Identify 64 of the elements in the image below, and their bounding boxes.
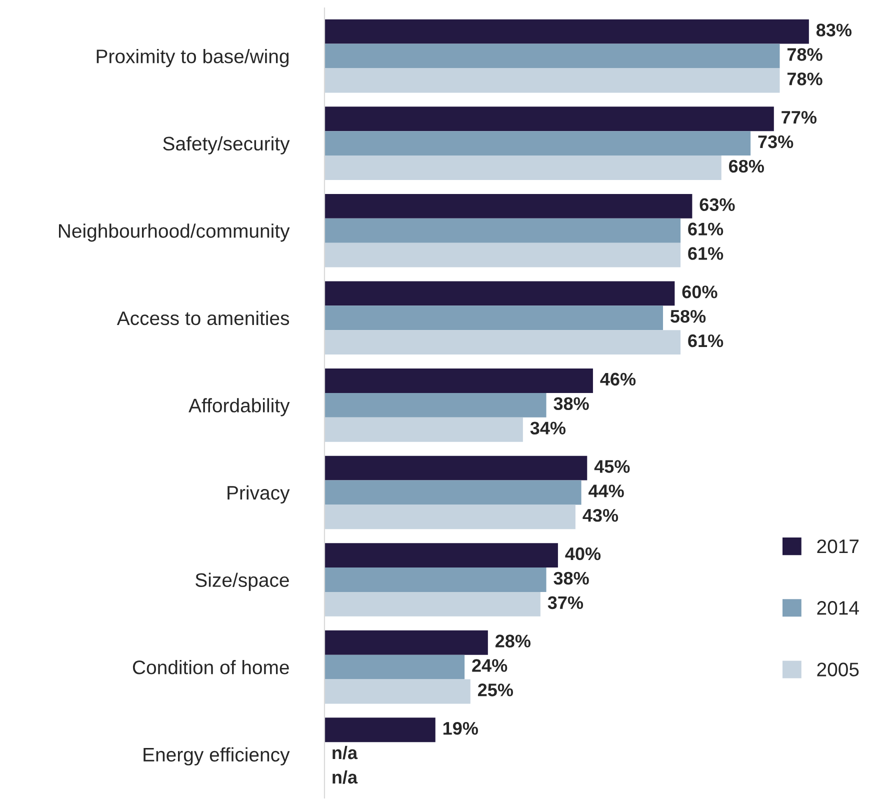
y-tick-label: Condition of home	[132, 660, 289, 674]
bar	[324, 456, 588, 480]
data-label: 61%	[688, 334, 724, 348]
bar	[324, 281, 675, 306]
bar	[324, 156, 722, 180]
data-label: 37%	[548, 596, 584, 610]
data-label: 43%	[582, 508, 618, 522]
bar	[324, 368, 593, 393]
text: n/a	[332, 746, 358, 760]
bar	[324, 306, 664, 330]
y-tick-label: Access to amenities	[116, 310, 290, 326]
legend-label: 2017	[817, 539, 859, 554]
bar	[324, 68, 780, 93]
y-tick-label: Neighbourhood/community	[58, 224, 290, 242]
bar	[324, 504, 576, 530]
y-tick-label: Affordability	[188, 398, 290, 416]
bar	[324, 417, 523, 442]
bar	[324, 44, 780, 68]
bar	[324, 106, 774, 132]
y-tick-label: Safety/security	[163, 136, 290, 154]
bar	[324, 718, 436, 742]
data-label: 61%	[688, 247, 724, 260]
data-label: 63%	[700, 198, 735, 212]
data-label: 58%	[670, 310, 706, 323]
data-label: 73%	[758, 135, 794, 148]
y-tick-label: Size/space	[196, 572, 289, 591]
bar	[324, 392, 546, 418]
data-label: 34%	[530, 422, 566, 434]
bar	[324, 630, 488, 655]
bar	[324, 568, 546, 592]
bar	[324, 131, 751, 156]
legend-label: 2005	[817, 662, 859, 676]
data-label: 61%	[688, 222, 724, 236]
data-label: 25%	[478, 684, 514, 696]
bar	[324, 480, 582, 505]
bar	[324, 654, 465, 680]
data-label: 60%	[682, 286, 718, 298]
bar	[324, 330, 681, 355]
data-label: 78%	[787, 72, 822, 86]
bar	[324, 19, 809, 44]
data-label: 24%	[472, 659, 508, 672]
data-label: 78%	[787, 48, 822, 61]
data-label: 68%	[728, 160, 764, 173]
data-label: 28%	[495, 634, 531, 648]
bar	[324, 218, 681, 243]
data-label: 77%	[782, 110, 817, 124]
data-label: 19%	[443, 722, 478, 735]
bar	[324, 543, 558, 568]
data-label: 46%	[600, 372, 636, 386]
bar	[324, 592, 540, 616]
data-label: 45%	[594, 460, 630, 473]
bar	[324, 242, 681, 268]
data-label: 38%	[554, 397, 589, 410]
y-tick-label: Privacy	[228, 485, 290, 504]
text: n/a	[332, 770, 358, 784]
legend-label: 2014	[817, 601, 859, 615]
data-label: 44%	[588, 484, 624, 498]
bar	[324, 194, 692, 218]
data-label: 38%	[554, 572, 589, 585]
y-tick-label: Proximity to base/wing	[96, 48, 289, 68]
bar	[324, 679, 470, 704]
y-tick-label: Energy efficiency	[144, 747, 290, 766]
data-label: 40%	[565, 547, 601, 560]
data-label: 83%	[816, 24, 852, 36]
